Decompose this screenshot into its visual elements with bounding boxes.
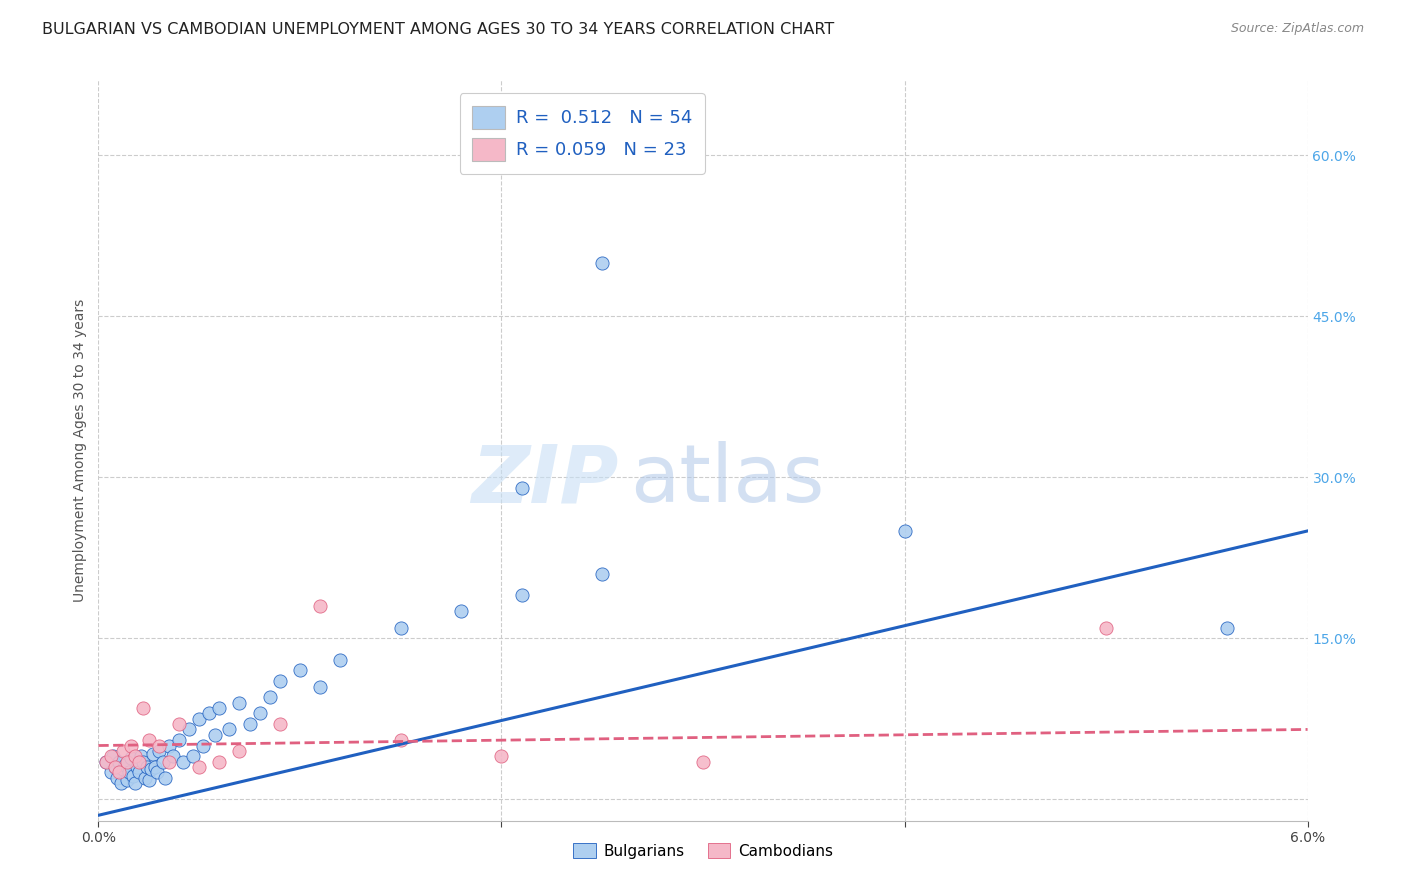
Point	[121, 768, 143, 782]
Point	[193, 739, 215, 753]
Point	[142, 747, 165, 761]
Point	[329, 653, 352, 667]
Point	[152, 755, 174, 769]
Point	[591, 255, 613, 269]
Point	[118, 765, 141, 780]
Text: Source: ZipAtlas.com: Source: ZipAtlas.com	[1230, 22, 1364, 36]
Point	[107, 755, 129, 769]
Point	[138, 733, 160, 747]
Point	[111, 762, 134, 776]
Point	[228, 744, 250, 758]
Point	[157, 739, 180, 753]
Point	[129, 749, 152, 764]
Point	[120, 739, 142, 753]
Point	[218, 723, 240, 737]
Point	[111, 744, 134, 758]
Point	[893, 524, 915, 538]
Point	[228, 696, 250, 710]
Point	[204, 728, 226, 742]
Point	[309, 680, 332, 694]
Point	[179, 723, 201, 737]
Point	[148, 739, 170, 753]
Text: ZIP: ZIP	[471, 441, 619, 519]
Point	[138, 772, 160, 787]
Point	[96, 755, 118, 769]
Point	[100, 765, 122, 780]
Point	[167, 733, 190, 747]
Point	[309, 599, 332, 613]
Point	[124, 749, 146, 764]
Point	[172, 755, 194, 769]
Point	[114, 757, 136, 772]
Point	[288, 664, 311, 678]
Point	[510, 588, 533, 602]
Point	[208, 755, 231, 769]
Point	[125, 760, 148, 774]
Point	[692, 755, 714, 769]
Point	[148, 744, 170, 758]
Point	[107, 765, 129, 780]
Point	[101, 749, 124, 764]
Point	[120, 751, 142, 765]
Point	[249, 706, 271, 721]
Point	[139, 762, 162, 776]
Point	[146, 765, 169, 780]
Point	[115, 755, 138, 769]
Text: atlas: atlas	[630, 441, 825, 519]
Y-axis label: Unemployment Among Ages 30 to 34 years: Unemployment Among Ages 30 to 34 years	[73, 299, 87, 602]
Point	[143, 760, 166, 774]
Point	[450, 604, 472, 618]
Point	[181, 749, 204, 764]
Point	[153, 771, 176, 785]
Point	[103, 760, 125, 774]
Point	[491, 749, 513, 764]
Point	[132, 755, 155, 769]
Point	[128, 755, 150, 769]
Point	[239, 717, 262, 731]
Point	[208, 701, 231, 715]
Point	[132, 701, 155, 715]
Point	[1095, 620, 1118, 634]
Point	[591, 566, 613, 581]
Point	[198, 706, 221, 721]
Text: BULGARIAN VS CAMBODIAN UNEMPLOYMENT AMONG AGES 30 TO 34 YEARS CORRELATION CHART: BULGARIAN VS CAMBODIAN UNEMPLOYMENT AMON…	[42, 22, 834, 37]
Point	[134, 771, 156, 785]
Point	[157, 755, 180, 769]
Point	[110, 776, 132, 790]
Point	[124, 776, 146, 790]
Point	[167, 717, 190, 731]
Point	[128, 765, 150, 780]
Point	[105, 771, 128, 785]
Point	[389, 733, 412, 747]
Point	[162, 749, 184, 764]
Point	[100, 749, 122, 764]
Point	[188, 712, 211, 726]
Point	[188, 760, 211, 774]
Point	[510, 481, 533, 495]
Point	[115, 772, 138, 787]
Point	[269, 717, 291, 731]
Point	[1216, 620, 1239, 634]
Legend: Bulgarians, Cambodians: Bulgarians, Cambodians	[567, 837, 839, 865]
Point	[103, 760, 125, 774]
Point	[389, 620, 412, 634]
Point	[269, 674, 291, 689]
Point	[135, 760, 157, 774]
Point	[259, 690, 281, 705]
Point	[96, 755, 118, 769]
